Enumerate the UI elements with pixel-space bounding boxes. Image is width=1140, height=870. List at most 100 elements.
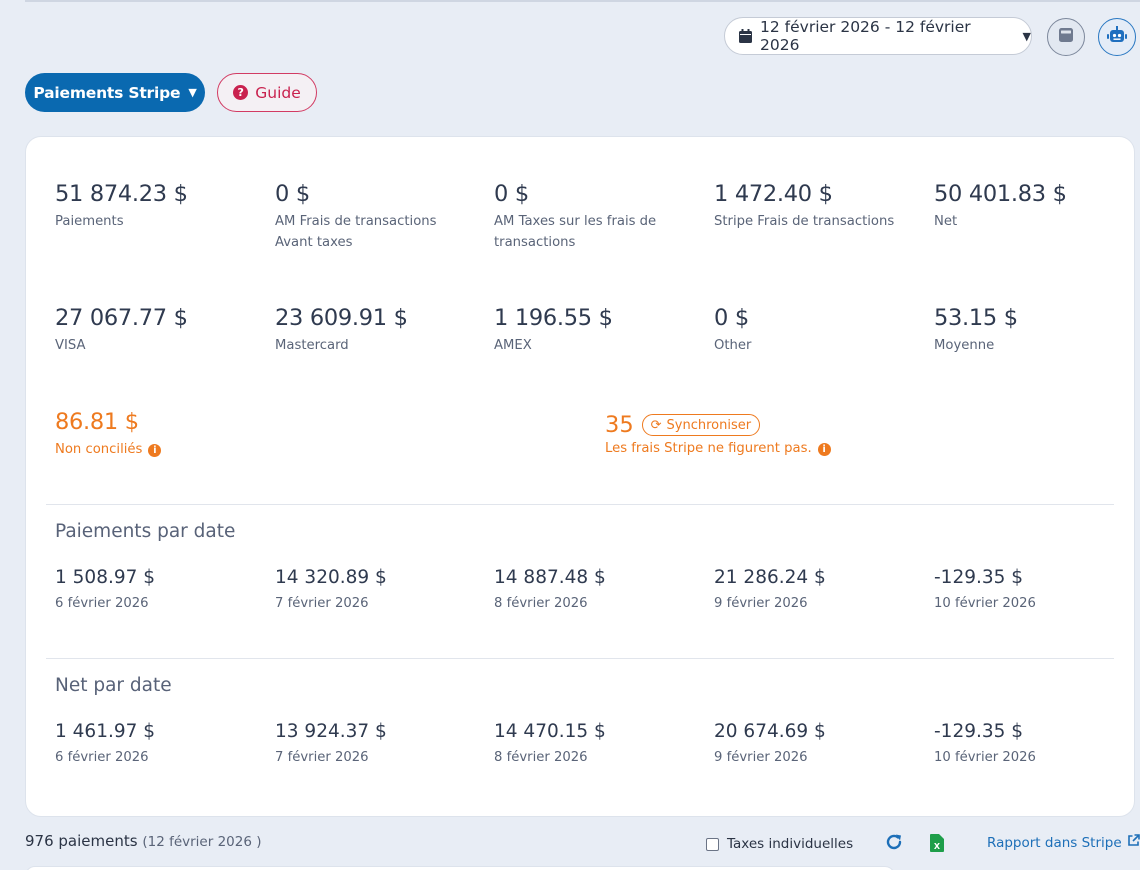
- guide-label: Guide: [255, 83, 301, 102]
- synchronize-button[interactable]: ⟳ Synchroniser: [641, 414, 761, 436]
- sync-count: 35: [605, 412, 634, 438]
- stat-average: 53.15 $ Moyenne: [934, 304, 1124, 356]
- external-link-icon: [1122, 834, 1140, 851]
- section-divider: [46, 658, 1114, 659]
- info-icon[interactable]: i: [148, 444, 162, 457]
- date-label: 9 février 2026: [714, 596, 808, 611]
- payments-count: 976 paiements (12 février 2026 ): [25, 832, 262, 850]
- chevron-down-icon: ▼: [188, 86, 197, 99]
- stripe-report-label: Rapport dans Stripe: [987, 834, 1122, 851]
- net-date-item: 13 924.37 $ 7 février 2026: [275, 720, 485, 765]
- calculator-button[interactable]: [1047, 18, 1085, 56]
- date-label: 8 février 2026: [494, 750, 588, 765]
- payment-date-item: 21 286.24 $ 9 février 2026: [714, 566, 924, 611]
- stat-other: 0 $ Other: [714, 304, 924, 356]
- date-range-picker[interactable]: 12 février 2026 - 12 février 2026 ▼: [724, 17, 1032, 55]
- calculator-icon: [1058, 27, 1074, 47]
- stat-label: Stripe Frais de transactions: [714, 214, 895, 229]
- date-label: 6 février 2026: [55, 596, 149, 611]
- date-range-text: 12 février 2026 - 12 février 2026: [760, 18, 971, 54]
- date-value: 13 924.37 $: [275, 721, 387, 742]
- stat-label: Paiements: [55, 214, 124, 229]
- stat-value: 1 196.55 $: [494, 305, 613, 331]
- stat-value: 51 874.23 $: [55, 181, 188, 207]
- net-date-item: 1 461.97 $ 6 février 2026: [55, 720, 265, 765]
- stat-value: 86.81 $: [55, 409, 139, 435]
- stripe-report-link[interactable]: Rapport dans Stripe: [987, 834, 1140, 851]
- stat-label: Other: [714, 338, 752, 353]
- stat-value: 0 $: [275, 181, 310, 207]
- date-value: -129.35 $: [934, 567, 1024, 588]
- stat-stripe-fees: 1 472.40 $ Stripe Frais de transactions: [714, 180, 924, 232]
- stat-amex: 1 196.55 $ AMEX: [494, 304, 704, 356]
- svg-text:X: X: [934, 842, 941, 851]
- date-label: 8 février 2026: [494, 596, 588, 611]
- stat-label: Non conciliés i: [55, 439, 265, 460]
- date-value: 1 508.97 $: [55, 567, 156, 588]
- individual-taxes-label: Taxes individuelles: [727, 836, 854, 852]
- chevron-down-icon: ▼: [1022, 29, 1031, 43]
- guide-button[interactable]: ? Guide: [217, 73, 317, 112]
- stat-unreconciled: 86.81 $ Non conciliés i: [55, 408, 265, 460]
- sync-icon: ⟳: [650, 417, 662, 433]
- stat-am-fees: 0 $ AM Frais de transactions Avant taxes: [275, 180, 455, 253]
- net-by-date-title: Net par date: [55, 675, 172, 696]
- sync-block: 35 ⟳ Synchroniser Les frais Stripe ne fi…: [605, 411, 1025, 456]
- summary-card: 51 874.23 $ Paiements 0 $ AM Frais de tr…: [25, 136, 1135, 817]
- stat-value: 53.15 $: [934, 305, 1018, 331]
- top-divider: [25, 0, 1140, 2]
- stat-label: AM Taxes sur les frais de transactions: [494, 214, 657, 250]
- payment-date-item: -129.35 $ 10 février 2026: [934, 566, 1140, 611]
- stat-value: 27 067.77 $: [55, 305, 188, 331]
- net-date-item: 20 674.69 $ 9 février 2026: [714, 720, 924, 765]
- sync-note-text: Les frais Stripe ne figurent pas.: [605, 441, 812, 456]
- synchronize-label: Synchroniser: [666, 417, 752, 433]
- unreconciled-label: Non conciliés: [55, 442, 143, 457]
- stat-value: 0 $: [714, 305, 749, 331]
- payments-by-date-title: Paiements par date: [55, 521, 236, 542]
- payments-count-text: 976 paiements: [25, 832, 138, 850]
- payments-count-date: (12 février 2026 ): [142, 834, 262, 850]
- date-value: 14 887.48 $: [494, 567, 606, 588]
- info-icon[interactable]: i: [817, 443, 831, 456]
- date-label: 10 février 2026: [934, 596, 1036, 611]
- stat-net: 50 401.83 $ Net: [934, 180, 1124, 232]
- robot-button[interactable]: [1098, 18, 1136, 56]
- payments-table-card: [25, 866, 895, 870]
- section-divider: [46, 504, 1114, 505]
- individual-taxes-checkbox[interactable]: Taxes individuelles: [706, 836, 853, 852]
- stat-label: Moyenne: [934, 338, 995, 353]
- stat-value: 23 609.91 $: [275, 305, 408, 331]
- payment-date-item: 1 508.97 $ 6 février 2026: [55, 566, 265, 611]
- date-label: 7 février 2026: [275, 596, 369, 611]
- calendar-icon: [739, 29, 752, 43]
- stat-label: Mastercard: [275, 338, 349, 353]
- payment-date-item: 14 887.48 $ 8 février 2026: [494, 566, 704, 611]
- stat-label: AMEX: [494, 338, 532, 353]
- date-label: 10 février 2026: [934, 750, 1036, 765]
- date-value: 20 674.69 $: [714, 721, 826, 742]
- date-label: 9 février 2026: [714, 750, 808, 765]
- checkbox-box[interactable]: [706, 837, 719, 851]
- stat-payments: 51 874.23 $ Paiements: [55, 180, 265, 232]
- question-circle-icon: ?: [233, 85, 249, 100]
- stat-value: 1 472.40 $: [714, 181, 833, 207]
- net-date-item: 14 470.15 $ 8 février 2026: [494, 720, 704, 765]
- stripe-payments-dropdown[interactable]: Paiements Stripe ▼: [25, 73, 205, 112]
- stat-value: 0 $: [494, 181, 529, 207]
- stat-mastercard: 23 609.91 $ Mastercard: [275, 304, 485, 356]
- stat-value: 50 401.83 $: [934, 181, 1067, 207]
- date-value: 21 286.24 $: [714, 567, 826, 588]
- robot-icon: [1107, 26, 1127, 48]
- excel-export-icon[interactable]: X: [930, 834, 944, 856]
- refresh-icon[interactable]: [885, 833, 903, 855]
- stat-am-taxes: 0 $ AM Taxes sur les frais de transactio…: [494, 180, 674, 253]
- date-label: 7 février 2026: [275, 750, 369, 765]
- payment-date-item: 14 320.89 $ 7 février 2026: [275, 566, 485, 611]
- stat-label: VISA: [55, 338, 86, 353]
- stat-label: AM Frais de transactions Avant taxes: [275, 214, 437, 250]
- stat-label: Net: [934, 214, 958, 229]
- stat-visa: 27 067.77 $ VISA: [55, 304, 265, 356]
- net-date-item: -129.35 $ 10 février 2026: [934, 720, 1140, 765]
- date-value: -129.35 $: [934, 721, 1024, 742]
